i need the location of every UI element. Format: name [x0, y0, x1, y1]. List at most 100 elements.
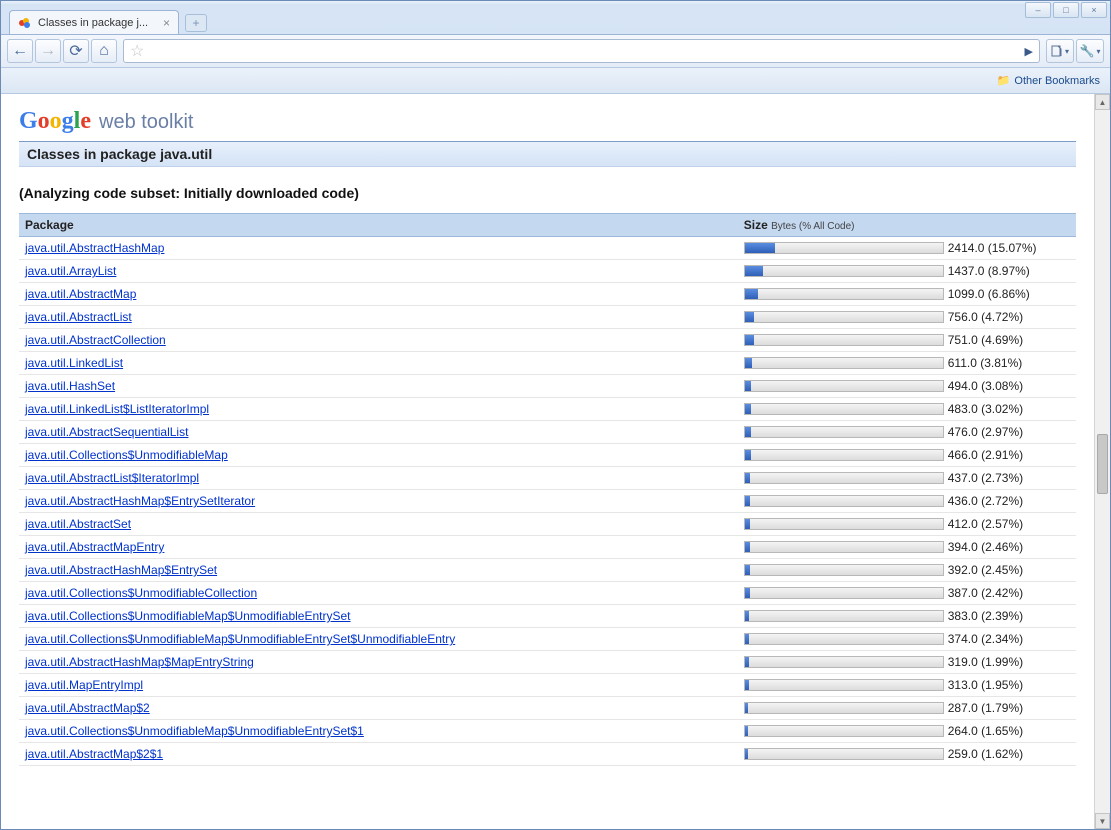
chevron-down-icon: ▾ [1096, 47, 1100, 56]
home-button[interactable]: ⌂ [91, 39, 117, 63]
size-value: 2414.0 (15.07%) [948, 241, 1037, 255]
new-tab-button[interactable]: + [185, 14, 207, 32]
home-icon: ⌂ [99, 42, 109, 60]
bookmark-star-icon[interactable]: ☆ [130, 41, 144, 61]
size-bar-fill [745, 381, 751, 391]
table-row: java.util.AbstractCollection 751.0 (4.69%… [19, 329, 1076, 352]
package-link[interactable]: java.util.MapEntryImpl [25, 678, 143, 692]
table-row: java.util.MapEntryImpl313.0 (1.95%) [19, 674, 1076, 697]
package-link[interactable]: java.util.HashSet [25, 379, 115, 393]
package-link[interactable]: java.util.AbstractMap$2 [25, 701, 150, 715]
size-bar [744, 380, 944, 392]
go-icon[interactable]: ▶ [1025, 45, 1033, 58]
size-bar [744, 403, 944, 415]
url-input[interactable] [150, 44, 1020, 58]
package-link[interactable]: java.util.Collections$UnmodifiableMap$Un… [25, 724, 364, 738]
table-row: java.util.LinkedList611.0 (3.81%) [19, 352, 1076, 375]
size-bar [744, 541, 944, 553]
page-menu-button[interactable]: ▾ [1046, 39, 1074, 63]
package-link[interactable]: java.util.AbstractHashMap$EntrySetIterat… [25, 494, 255, 508]
size-value: 1437.0 (8.97%) [948, 264, 1030, 278]
size-value: 751.0 (4.69%) [948, 333, 1023, 347]
table-row: java.util.AbstractList$IteratorImpl 437.0… [19, 467, 1076, 490]
package-link[interactable]: java.util.AbstractMap$2$1 [25, 747, 163, 761]
package-link[interactable]: java.util.LinkedList [25, 356, 123, 370]
column-header-package[interactable]: Package [19, 214, 738, 237]
package-link[interactable]: java.util.AbstractHashMap$MapEntryString [25, 655, 254, 669]
wrench-icon: 🔧 [1080, 44, 1095, 58]
size-bar-fill [745, 680, 749, 690]
tab-close-icon[interactable]: × [163, 16, 170, 30]
table-row: java.util.AbstractSet 412.0 (2.57%) [19, 513, 1076, 536]
size-bar [744, 242, 944, 254]
size-value: 437.0 (2.73%) [948, 471, 1023, 485]
size-value: 392.0 (2.45%) [948, 563, 1023, 577]
package-link[interactable]: java.util.AbstractList$IteratorImpl [25, 471, 199, 485]
back-button[interactable]: ← [7, 39, 33, 63]
browser-tab[interactable]: Classes in package j... × [9, 10, 179, 34]
package-link[interactable]: java.util.AbstractHashMap$EntrySet [25, 563, 217, 577]
forward-button[interactable]: → [35, 39, 61, 63]
forward-icon: → [40, 42, 56, 60]
size-value: 483.0 (3.02%) [948, 402, 1023, 416]
folder-icon: 📁 [997, 74, 1011, 87]
minimize-button[interactable]: – [1025, 2, 1051, 18]
size-bar [744, 426, 944, 438]
size-value: 412.0 (2.57%) [948, 517, 1023, 531]
size-bar-fill [745, 358, 753, 368]
size-bar-fill [745, 289, 759, 299]
package-link[interactable]: java.util.LinkedList$ListIteratorImpl [25, 402, 209, 416]
table-row: java.util.Collections$UnmodifiableMap466… [19, 444, 1076, 467]
size-header-sub: Bytes (% All Code) [771, 221, 854, 232]
size-bar-fill [745, 450, 751, 460]
browser-toolbar: ← → ⟳ ⌂ ☆ ▶ ▾ 🔧 ▾ [1, 34, 1110, 68]
scroll-up-icon[interactable]: ▲ [1095, 94, 1110, 110]
package-link[interactable]: java.util.Collections$UnmodifiableMap$Un… [25, 609, 351, 623]
size-bar [744, 656, 944, 668]
browser-window: – □ × Classes in package j... × + ← → ⟳ … [0, 0, 1111, 830]
page-heading: Classes in package java.util [19, 141, 1076, 167]
maximize-button[interactable]: □ [1053, 2, 1079, 18]
size-bar [744, 587, 944, 599]
size-bar-fill [745, 266, 763, 276]
package-link[interactable]: java.util.AbstractHashMap [25, 241, 164, 255]
package-link[interactable]: java.util.Collections$UnmodifiableCollec… [25, 586, 257, 600]
size-bar [744, 610, 944, 622]
size-value: 476.0 (2.97%) [948, 425, 1023, 439]
table-row: java.util.AbstractMap$2287.0 (1.79%) [19, 697, 1076, 720]
scroll-thumb[interactable] [1097, 434, 1108, 494]
tab-favicon-icon [18, 16, 32, 30]
package-link[interactable]: java.util.AbstractSet [25, 517, 131, 531]
vertical-scrollbar[interactable]: ▲ ▼ [1094, 94, 1110, 829]
close-window-button[interactable]: × [1081, 2, 1107, 18]
package-link[interactable]: java.util.ArrayList [25, 264, 116, 278]
package-link[interactable]: java.util.Collections$UnmodifiableMap$Un… [25, 632, 455, 646]
other-bookmarks-label: Other Bookmarks [1014, 75, 1100, 87]
size-bar [744, 702, 944, 714]
table-row: java.util.Collections$UnmodifiableMap$Un… [19, 628, 1076, 651]
size-bar-fill [745, 243, 775, 253]
package-link[interactable]: java.util.AbstractCollection [25, 333, 166, 347]
table-row: java.util.Collections$UnmodifiableMap$Un… [19, 605, 1076, 628]
package-link[interactable]: java.util.AbstractMap [25, 287, 136, 301]
package-link[interactable]: java.util.AbstractList [25, 310, 132, 324]
classes-table: Package Size Bytes (% All Code) java.uti… [19, 213, 1076, 766]
size-header-main: Size [744, 218, 768, 232]
size-value: 383.0 (2.39%) [948, 609, 1023, 623]
bookmarks-bar: 📁 Other Bookmarks [1, 68, 1110, 94]
package-link[interactable]: java.util.AbstractMapEntry [25, 540, 164, 554]
size-bar [744, 472, 944, 484]
size-bar [744, 725, 944, 737]
other-bookmarks-button[interactable]: 📁 Other Bookmarks [997, 74, 1100, 87]
back-icon: ← [12, 42, 28, 60]
reload-button[interactable]: ⟳ [63, 39, 89, 63]
package-link[interactable]: java.util.Collections$UnmodifiableMap [25, 448, 228, 462]
wrench-menu-button[interactable]: 🔧 ▾ [1076, 39, 1104, 63]
google-logo: Google [19, 108, 91, 135]
table-row: java.util.AbstractMap$2$1259.0 (1.62%) [19, 743, 1076, 766]
column-header-size[interactable]: Size Bytes (% All Code) [738, 214, 1076, 237]
scroll-down-icon[interactable]: ▼ [1095, 813, 1110, 829]
package-link[interactable]: java.util.AbstractSequentialList [25, 425, 188, 439]
size-bar-fill [745, 657, 749, 667]
size-bar-fill [745, 335, 754, 345]
